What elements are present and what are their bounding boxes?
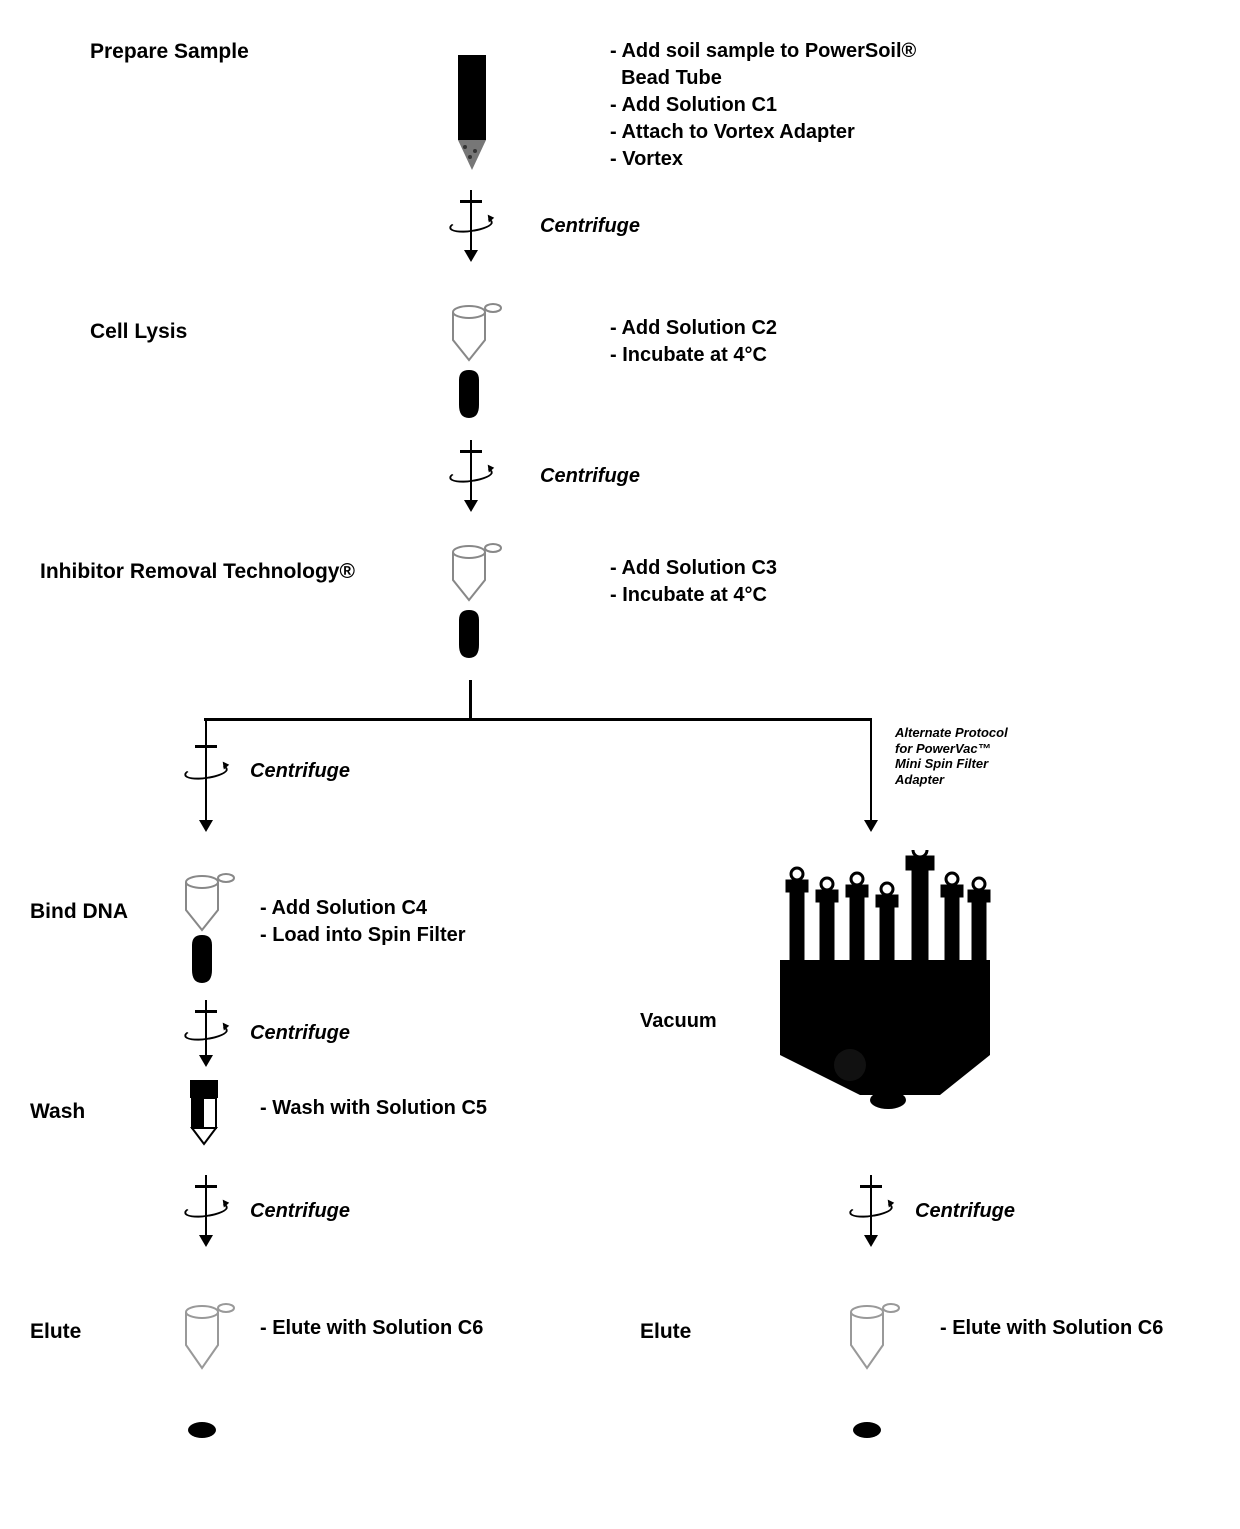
stage-lysis: Cell Lysis xyxy=(90,320,187,344)
steps-elute-right: - Elute with Solution C6 xyxy=(940,1315,1163,1342)
bind-tube-icon xyxy=(178,870,238,990)
stage-bind: Bind DNA xyxy=(30,900,128,924)
elute-left-tube-icon xyxy=(178,1300,238,1450)
spin-icon-1 xyxy=(448,215,494,235)
steps-elute-left: - Elute with Solution C6 xyxy=(260,1315,483,1342)
vacuum-manifold-icon xyxy=(740,850,1020,1110)
stage-wash: Wash xyxy=(30,1100,85,1124)
cross-bar-6 xyxy=(860,1185,882,1188)
steps-irt: - Add Solution C3 - Incubate at 4°C xyxy=(610,555,777,609)
spin-icon-6 xyxy=(848,1200,894,1220)
cross-bar-4 xyxy=(195,1010,217,1013)
cross-bar-3 xyxy=(195,745,217,748)
steps-wash: - Wash with Solution C5 xyxy=(260,1095,487,1122)
spin-icon-4 xyxy=(183,1023,229,1043)
lysis-tube-icon xyxy=(445,300,505,430)
stage-prepare: Prepare Sample xyxy=(90,40,249,64)
elute-right-tube-icon xyxy=(843,1300,903,1450)
centrifuge-label-6: Centrifuge xyxy=(915,1200,1015,1223)
steps-bind: - Add Solution C4 - Load into Spin Filte… xyxy=(260,895,466,949)
centrifuge-label-1: Centrifuge xyxy=(540,215,640,238)
centrifuge-label-5: Centrifuge xyxy=(250,1200,350,1223)
spin-icon-2 xyxy=(448,465,494,485)
vacuum-label: Vacuum xyxy=(640,1010,717,1033)
alt-protocol-text: Alternate Protocol for PowerVac™ Mini Sp… xyxy=(895,725,1008,787)
stage-elute-right: Elute xyxy=(640,1320,691,1344)
spin-icon-3 xyxy=(183,762,229,782)
centrifuge-label-3: Centrifuge xyxy=(250,760,350,783)
cross-bar-2 xyxy=(460,450,482,453)
steps-lysis: - Add Solution C2 - Incubate at 4°C xyxy=(610,315,777,369)
wash-filter-icon xyxy=(180,1080,230,1150)
cross-bar-1 xyxy=(460,200,482,203)
irt-tube-icon xyxy=(445,540,505,670)
centrifuge-label-2: Centrifuge xyxy=(540,465,640,488)
bead-tube-icon xyxy=(450,55,494,175)
stage-elute-left: Elute xyxy=(30,1320,81,1344)
right-branch-arrow xyxy=(870,720,872,830)
split-stem xyxy=(469,680,472,720)
centrifuge-label-4: Centrifuge xyxy=(250,1022,350,1045)
spin-icon-5 xyxy=(183,1200,229,1220)
stage-irt: Inhibitor Removal Technology® xyxy=(40,560,355,584)
steps-prepare: - Add soil sample to PowerSoil® Bead Tub… xyxy=(610,38,916,173)
cross-bar-5 xyxy=(195,1185,217,1188)
split-hline xyxy=(204,718,872,721)
